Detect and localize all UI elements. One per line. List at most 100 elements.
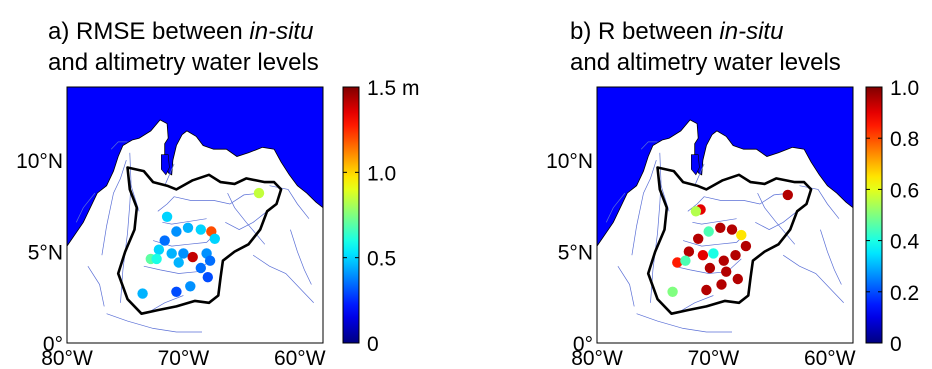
- panel-b-title-line2: and altimetry water levels: [570, 49, 841, 76]
- station-marker: [690, 206, 702, 217]
- panel-b-chart: 80°W 70°W 60°W 0° 5°N 10°N 0 0.2 0.4 0.6 0.8 1.0: [546, 77, 920, 369]
- station-marker: [718, 255, 729, 266]
- colorbar-tick-label: 0.6: [890, 179, 919, 202]
- panel-b-title-line1: b) R between in-situ: [570, 18, 783, 46]
- colorbar-tick-label: 1.5 m: [367, 77, 420, 100]
- station-marker: [701, 284, 712, 296]
- river-line: [87, 266, 105, 307]
- river-line: [157, 192, 261, 212]
- lake-maracaibo: [161, 154, 170, 176]
- river-line: [673, 258, 742, 274]
- river-line: [225, 211, 268, 230]
- x-tick-label: 70°W: [688, 347, 740, 369]
- station-marker: [204, 255, 216, 266]
- colorbar-tick-label: 0: [367, 333, 379, 356]
- river-line: [290, 229, 312, 285]
- panel-rmse: a) RMSE between in-situ and altimetry wa…: [16, 18, 420, 369]
- colorbar-tick-label: 0.5: [367, 248, 396, 271]
- colorbar-tick-label: 0.4: [890, 231, 920, 254]
- panel-b-title-prefix: b) R between: [570, 18, 720, 45]
- panel-correlation: b) R between in-situ and altimetry water…: [466, 0, 932, 369]
- colorbar-tick-label: 1.0: [890, 77, 919, 100]
- river-line: [636, 313, 732, 333]
- x-tick-label: 80°W: [571, 347, 623, 369]
- station-marker: [153, 244, 165, 255]
- panel-b-title-italic: in-situ: [719, 18, 784, 45]
- station-marker: [195, 224, 206, 235]
- station-marker: [202, 272, 213, 283]
- station-marker: [730, 250, 741, 261]
- station-marker: [195, 262, 206, 274]
- map-layer: [597, 87, 853, 343]
- station-marker: [171, 286, 182, 297]
- station-marker: [704, 262, 716, 274]
- y-tick-label: 10°N: [16, 150, 63, 173]
- panel-a-title-prefix: a) RMSE between: [48, 18, 250, 45]
- station-marker: [667, 286, 678, 297]
- river-line: [164, 163, 175, 186]
- river-line: [757, 192, 796, 245]
- plot-frame: [596, 86, 854, 344]
- river-line: [783, 254, 844, 304]
- station-marker: [171, 226, 182, 237]
- station-marker: [740, 240, 752, 252]
- y-tick-label: 5°N: [28, 242, 63, 265]
- colorbar-tick-label: 0: [890, 333, 902, 356]
- x-tick-label: 70°W: [158, 347, 210, 369]
- colorbar-tick-label: 1.0: [367, 162, 396, 185]
- station-marker: [782, 189, 793, 201]
- station-marker: [736, 229, 747, 241]
- station-marker: [173, 257, 184, 268]
- y-tick-label: 0°: [573, 333, 593, 356]
- station-marker: [683, 246, 695, 257]
- station-marker: [732, 273, 743, 285]
- colorbar: [865, 86, 883, 344]
- basin-outline: [646, 166, 813, 316]
- river-line: [110, 141, 128, 150]
- y-tick-label: 5°N: [558, 242, 593, 265]
- river-line: [631, 159, 657, 256]
- basin-outline: [116, 166, 283, 316]
- river-line: [75, 192, 96, 223]
- colorbar: [342, 86, 360, 344]
- river-line: [692, 218, 737, 225]
- river-line: [687, 192, 791, 212]
- station-marker: [672, 257, 683, 268]
- station-marker: [187, 251, 198, 263]
- panel-a-title-line2: and altimetry water levels: [48, 49, 319, 76]
- panel-a-chart: 80°W 70°W 60°W 0° 5°N 10°N 0 0.5 1.0 1.5 m: [16, 77, 420, 369]
- x-tick-label: 60°W: [274, 347, 326, 369]
- station-marker: [182, 222, 194, 233]
- panel-a-title-line1: a) RMSE between in-situ: [48, 18, 313, 46]
- station-marker: [159, 235, 170, 246]
- river-line: [101, 159, 127, 256]
- river-line: [253, 254, 314, 304]
- river-line: [162, 218, 207, 225]
- river-line: [617, 266, 635, 307]
- station-marker: [680, 255, 691, 266]
- river-line: [640, 141, 658, 150]
- river-line: [694, 163, 705, 186]
- river-line: [650, 152, 662, 303]
- colorbar-tick-label: 0.2: [890, 282, 919, 305]
- river-line: [227, 192, 266, 245]
- river-line: [755, 211, 798, 230]
- map-layer: [67, 87, 323, 343]
- river-line: [120, 152, 132, 303]
- station-marker: [721, 266, 732, 277]
- lake-maracaibo: [691, 154, 700, 176]
- colorbar-tick-label: 0.8: [890, 128, 919, 151]
- station-marker: [209, 233, 220, 244]
- station-marker: [726, 224, 738, 235]
- station-marker: [166, 248, 177, 259]
- station-marker: [178, 248, 189, 259]
- station-marker: [137, 288, 148, 299]
- station-marker: [716, 279, 727, 290]
- station-marker: [697, 250, 709, 261]
- river-line: [820, 229, 842, 285]
- x-tick-label: 80°W: [41, 347, 93, 369]
- river-line: [106, 313, 202, 333]
- station-marker: [703, 226, 714, 237]
- station-marker: [185, 281, 196, 292]
- y-tick-label: 0°: [43, 333, 63, 356]
